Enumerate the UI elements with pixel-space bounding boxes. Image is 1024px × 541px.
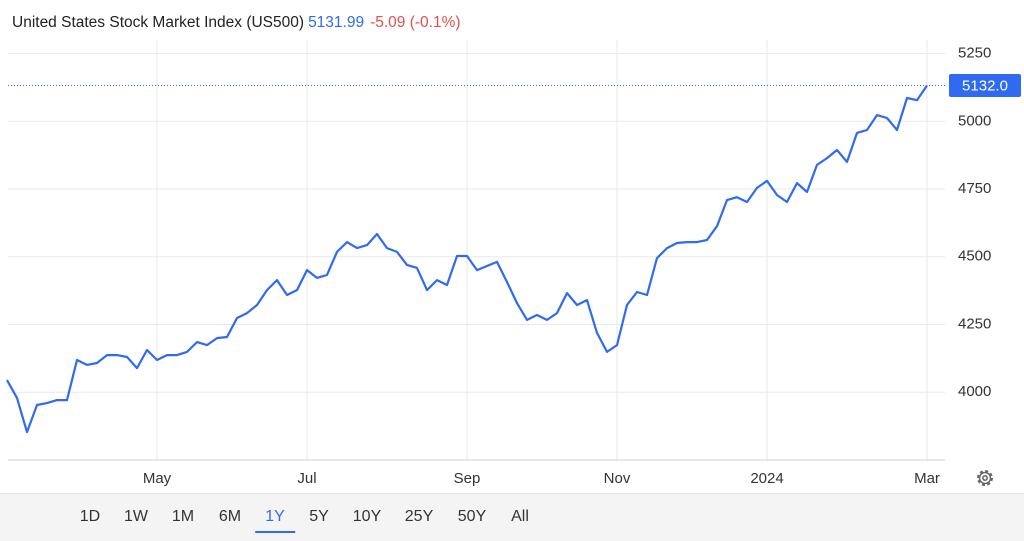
y-tick-label: 4000 xyxy=(958,383,991,400)
chart-header: United States Stock Market Index (US500)… xyxy=(12,14,461,32)
last-value-tag xyxy=(949,74,1021,98)
price-line xyxy=(6,84,928,434)
range-button[interactable]: 1D xyxy=(79,508,101,525)
y-tick-label: 5000 xyxy=(958,112,991,129)
range-button[interactable]: 10Y xyxy=(352,508,382,525)
x-tick-label: Mar xyxy=(914,470,940,487)
range-button[interactable]: 1Y xyxy=(255,508,295,533)
price-change: -5.09 (-0.1%) xyxy=(370,14,461,31)
price: 5131.99 xyxy=(308,14,365,31)
x-tick-label: Nov xyxy=(604,470,631,487)
range-button[interactable]: All xyxy=(511,508,529,525)
y-tick-label: 4250 xyxy=(958,315,991,332)
x-tick-label: Sep xyxy=(454,470,481,487)
range-button[interactable]: 1W xyxy=(124,508,148,525)
y-tick-label: 5250 xyxy=(958,45,991,62)
x-tick-label: Jul xyxy=(297,470,316,487)
range-button[interactable]: 5Y xyxy=(309,508,329,525)
range-bar: 1D 1W 1M 6M 1Y 5Y 10Y 25Y 50Y All xyxy=(0,493,1024,541)
chart: 4000 4250 4500 4750 5000 5250 May Jul Sep Nov 2024… xyxy=(6,40,1021,487)
range-button[interactable]: 50Y xyxy=(457,508,487,525)
x-tick-label: 2024 xyxy=(750,470,783,487)
last-value-label: 5132.0 xyxy=(962,77,1008,94)
range-button[interactable]: 25Y xyxy=(404,508,434,525)
settings-icon[interactable] xyxy=(977,470,993,486)
y-tick-label: 4750 xyxy=(958,180,991,197)
chart-title: United States Stock Market Index (US500) xyxy=(12,14,305,31)
y-tick-label: 4500 xyxy=(958,248,991,265)
range-button[interactable]: 1M xyxy=(171,508,195,525)
x-tick-label: May xyxy=(143,470,172,487)
range-button[interactable]: 6M xyxy=(218,508,242,525)
